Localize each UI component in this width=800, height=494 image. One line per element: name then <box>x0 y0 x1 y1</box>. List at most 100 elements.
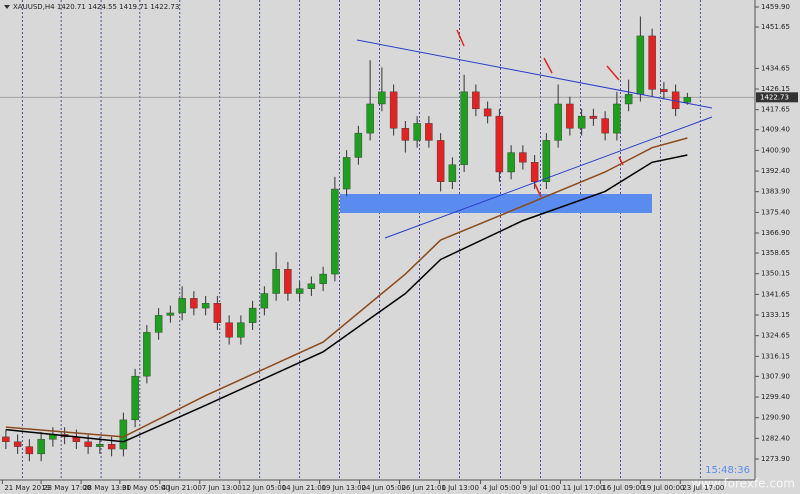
y-tick-label: 1383.90 <box>761 188 790 196</box>
candle-body <box>225 322 233 338</box>
y-tick-label: 1324.65 <box>761 332 790 340</box>
candle-body <box>213 303 222 323</box>
x-tick-label: 9 Jul 01:00 <box>523 484 561 492</box>
moving-average <box>5 154 688 443</box>
x-tick-label: 16 Jul 09:00 <box>602 484 644 492</box>
candle-body <box>260 293 269 309</box>
y-tick-label: 1273.90 <box>761 455 790 463</box>
candle-body <box>119 419 128 450</box>
x-tick-label: 23 Jul 17:00 <box>682 484 724 492</box>
x-tick-label: 28 May 13:00 <box>83 484 131 492</box>
x-tick-label: 11 Jul 17:00 <box>562 484 604 492</box>
support-zone <box>340 194 652 213</box>
candle-body <box>284 269 292 294</box>
candle-body <box>542 140 551 182</box>
candle-body <box>295 288 304 294</box>
candle-body <box>154 315 163 333</box>
candle-body <box>84 441 92 447</box>
candle-body <box>530 162 539 182</box>
candle-body <box>483 108 492 117</box>
candle-body <box>2 436 10 442</box>
candle-body <box>201 303 210 309</box>
chart-title: XAUUSD,H4 1420.71 1424.55 1419.71 1422.7… <box>13 3 179 11</box>
candle-body <box>507 152 515 173</box>
candle-body <box>13 441 22 447</box>
x-tick-label: 14 Jun 21:00 <box>282 484 326 492</box>
y-tick-label: 1358.65 <box>761 249 790 257</box>
candle-body <box>178 298 186 314</box>
candle-body <box>366 103 374 134</box>
candle-body <box>566 103 574 129</box>
clock: 15:48:36 <box>705 465 750 476</box>
menu-icon[interactable] <box>4 5 10 9</box>
y-tick-label: 1316.15 <box>761 352 790 360</box>
candle-body <box>37 439 45 455</box>
candle-body <box>613 103 621 134</box>
grid <box>0 0 755 480</box>
x-tick-label: 19 Jul 00:00 <box>642 484 684 492</box>
y-tick-label: 1375.40 <box>761 208 790 216</box>
x-tick-label: 24 Jun 05:00 <box>362 484 406 492</box>
candle-body <box>436 140 445 182</box>
candle-body <box>131 375 139 421</box>
y-tick-label: 1417.65 <box>761 106 790 114</box>
x-tick-label: 1 Jul 13:00 <box>441 484 479 492</box>
candle-body <box>624 94 633 105</box>
candle-body <box>460 91 468 165</box>
y-tick-label: 1400.90 <box>761 146 790 154</box>
x-tick-label: 23 May 17:00 <box>43 484 91 492</box>
arrow <box>534 183 542 198</box>
y-tick-label: 1341.65 <box>761 290 790 298</box>
trend-line <box>356 39 713 109</box>
candle-body <box>577 115 586 129</box>
candle-body <box>495 115 504 173</box>
arrow <box>543 57 553 74</box>
moving-average <box>5 137 688 438</box>
annotation-arrows <box>456 29 624 198</box>
candle-body <box>143 332 151 377</box>
candle-body <box>554 103 562 141</box>
arrow <box>618 156 624 166</box>
candle-body <box>166 312 175 316</box>
marks <box>2 16 692 462</box>
candle-body <box>589 115 598 119</box>
trend-line <box>384 116 713 239</box>
candle-body <box>354 132 363 158</box>
x-tick-label: 31 May 05:00 <box>122 484 170 492</box>
candle-body <box>307 283 316 289</box>
candle-body <box>237 322 245 338</box>
candle-body <box>472 91 480 110</box>
x-tick-label: 26 Jun 21:00 <box>402 484 446 492</box>
candle-body <box>425 123 433 141</box>
candle-body <box>378 91 386 105</box>
candle-body <box>190 298 198 309</box>
candle-body <box>519 152 527 163</box>
candle-body <box>413 123 421 141</box>
y-tick-label: 1307.90 <box>761 372 790 380</box>
candle-body <box>683 97 692 103</box>
y-tick-label: 1350.15 <box>761 270 790 278</box>
candle-body <box>448 164 457 182</box>
x-tick-label: 4 Jul 05:00 <box>483 484 521 492</box>
x-tick-label: 21 May 2019 <box>4 484 50 492</box>
y-tick-label: 1290.90 <box>761 414 790 422</box>
y-tick-label: 1451.65 <box>761 23 790 31</box>
candle-body <box>648 35 656 90</box>
y-tick-label: 1333.15 <box>761 311 790 319</box>
candle-body <box>319 273 327 284</box>
arrow <box>606 65 620 81</box>
x-tick-label: 4 Jun 21:00 <box>162 484 202 492</box>
y-tick-label: 1299.40 <box>761 393 790 401</box>
y-tick-label: 1282.40 <box>761 434 790 442</box>
candle-body <box>272 269 280 294</box>
y-tick-label: 1409.40 <box>761 126 790 134</box>
price-badge-label: 1422.73 <box>760 93 789 101</box>
candle-body <box>601 118 609 134</box>
x-tick-label: 12 Jun 05:00 <box>242 484 286 492</box>
candle-body <box>248 307 257 323</box>
y-tick-label: 1459.90 <box>761 3 790 11</box>
y-tick-label: 1392.40 <box>761 167 790 175</box>
candle-body <box>25 446 34 455</box>
price-badge <box>756 92 798 103</box>
